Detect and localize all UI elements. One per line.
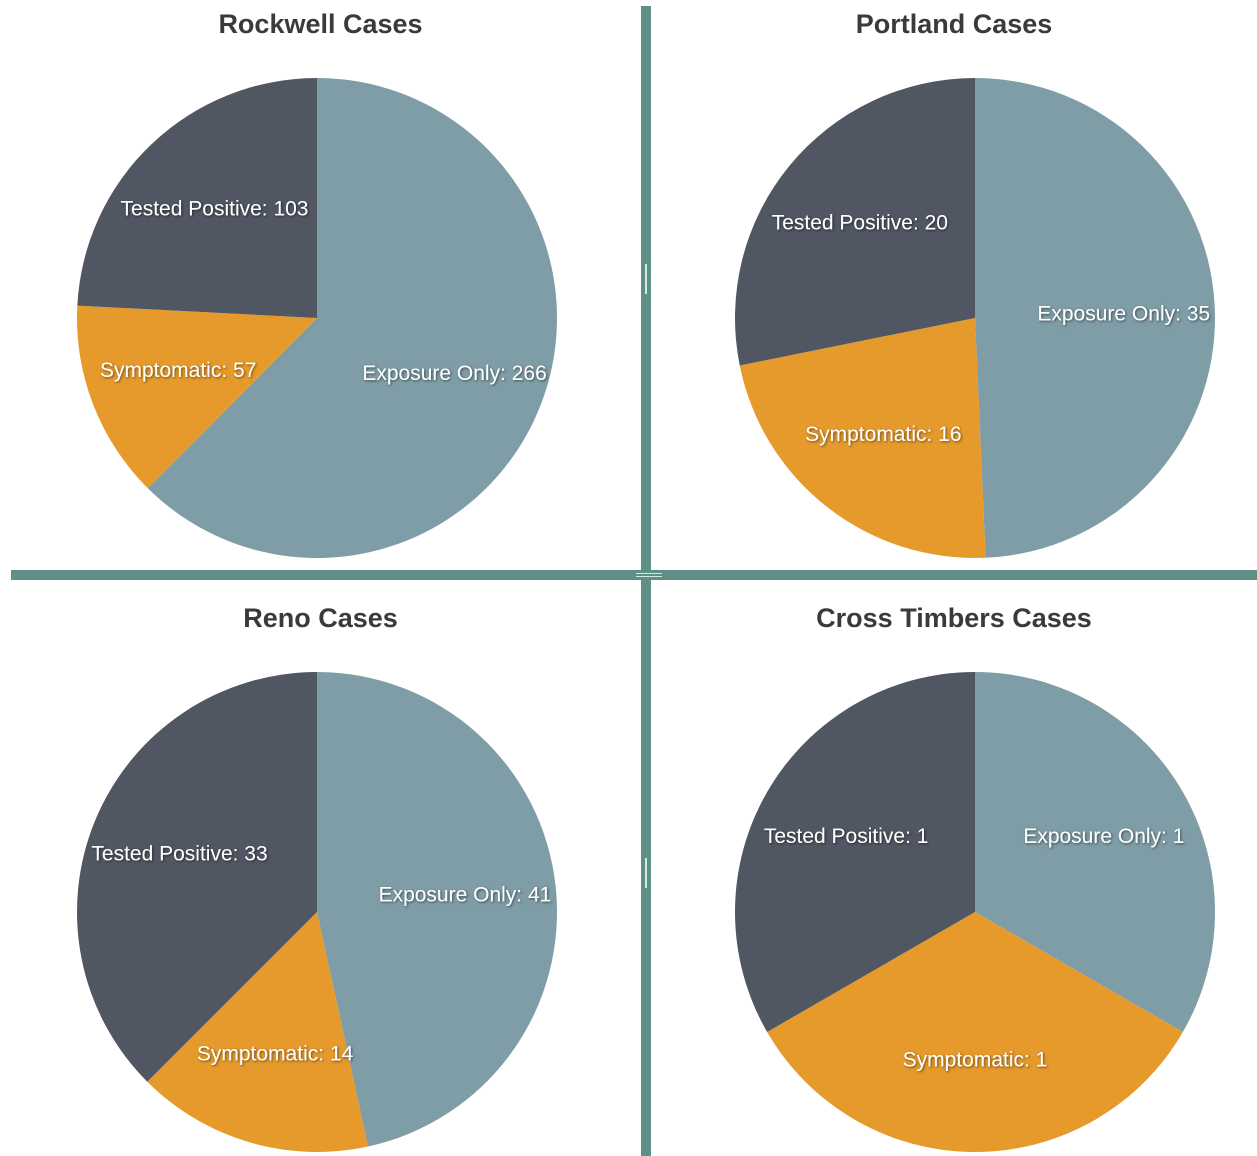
pie-chart-reno: Exposure Only: 41 Symptomatic: 14 Tested P… bbox=[76, 672, 558, 1152]
slice-label-tested-positive: Tested Positive: 20 bbox=[772, 211, 948, 234]
splitter-grip-icon[interactable] bbox=[645, 264, 647, 294]
slice-label-tested-positive: Tested Positive: 1 bbox=[764, 825, 929, 848]
chart-panel-cross-timbers: Cross Timbers Cases Exposure Only: 1 Symp… bbox=[651, 580, 1257, 1156]
pie-chart-rockwell: Exposure Only: 266 Symptomatic: 57 Tested … bbox=[77, 78, 558, 558]
pie-slice-exposure-only[interactable] bbox=[975, 77, 1216, 558]
pie-slice-exposure-only[interactable] bbox=[147, 78, 558, 558]
chart-panel-portland: Portland Cases Exposure Only: 35 Symptoma… bbox=[651, 0, 1257, 570]
slice-label-tested-positive: Tested Positive: 33 bbox=[91, 843, 267, 866]
splitter-grip-icon[interactable] bbox=[645, 858, 647, 888]
slice-label-symptomatic: Symptomatic: 57 bbox=[100, 359, 256, 382]
pie-chart-portland: Exposure Only: 35 Symptomatic: 16 Tested P… bbox=[735, 77, 1216, 558]
slice-label-exposure-only: Exposure Only: 35 bbox=[1037, 302, 1210, 325]
slice-label-exposure-only: Exposure Only: 266 bbox=[362, 362, 546, 385]
chart-panel-reno: Reno Cases Exposure Only: 41 Symptomatic:… bbox=[0, 580, 641, 1156]
pie-slice-tested-positive[interactable] bbox=[77, 78, 317, 318]
chart-title: Cross Timbers Cases bbox=[816, 603, 1092, 633]
pie-slice-exposure-only[interactable] bbox=[317, 672, 558, 1147]
slice-label-exposure-only: Exposure Only: 1 bbox=[1023, 825, 1184, 848]
slice-label-tested-positive: Tested Positive: 103 bbox=[121, 198, 309, 221]
pie-slice-tested-positive[interactable] bbox=[76, 672, 318, 1082]
chart-title: Rockwell Cases bbox=[218, 9, 423, 39]
vertical-splitter[interactable] bbox=[641, 6, 651, 1156]
slice-label-symptomatic: Symptomatic: 14 bbox=[197, 1042, 354, 1065]
chart-title: Reno Cases bbox=[243, 603, 398, 633]
slice-label-symptomatic: Symptomatic: 16 bbox=[805, 423, 961, 446]
pie-chart-cross-timbers: Exposure Only: 1 Symptomatic: 1 Tested Pos… bbox=[735, 672, 1215, 1152]
slice-label-exposure-only: Exposure Only: 41 bbox=[379, 884, 552, 907]
pie-slice-tested-positive[interactable] bbox=[735, 672, 975, 1032]
chart-panel-rockwell: Rockwell Cases Exposure Only: 266 Symptom… bbox=[0, 0, 641, 570]
splitter-grip-icon[interactable] bbox=[636, 573, 662, 577]
pie-slice-symptomatic[interactable] bbox=[147, 912, 369, 1152]
pie-slice-symptomatic[interactable] bbox=[739, 318, 986, 558]
pie-slice-symptomatic[interactable] bbox=[77, 305, 317, 489]
pie-slice-exposure-only[interactable] bbox=[975, 672, 1215, 1032]
pie-slice-tested-positive[interactable] bbox=[735, 78, 975, 366]
slice-label-symptomatic: Symptomatic: 1 bbox=[903, 1048, 1048, 1071]
chart-title: Portland Cases bbox=[855, 9, 1053, 39]
horizontal-splitter[interactable] bbox=[11, 570, 1257, 580]
